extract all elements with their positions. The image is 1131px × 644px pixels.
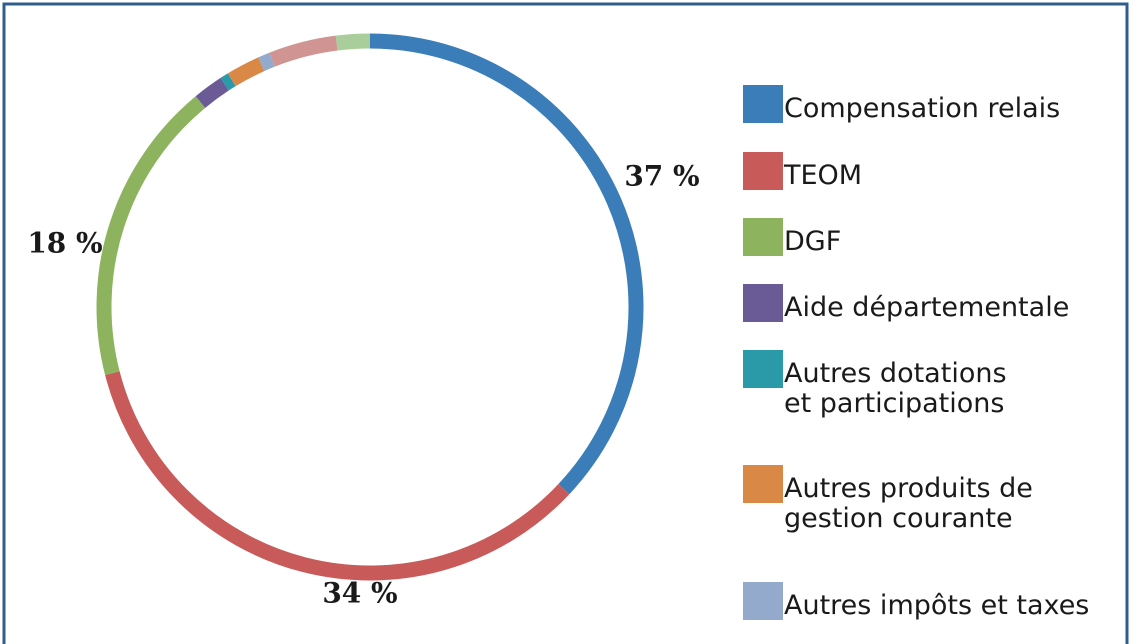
value-label: 34 % [322, 577, 397, 610]
legend-line: DGF [784, 226, 841, 257]
donut-segment [220, 73, 236, 91]
donut-segment [227, 57, 265, 87]
legend-swatch [743, 218, 783, 256]
legend-swatch [743, 582, 783, 620]
legend-line: TEOM [783, 160, 862, 191]
legend-line: Autres dotations [784, 358, 1007, 389]
donut-segment [258, 52, 275, 72]
legend-line: et participations [784, 388, 1004, 419]
legend-swatch [743, 284, 783, 322]
legend-label: Compensation relais [784, 93, 1060, 124]
legend-label: Autres impôts et taxes [784, 590, 1089, 621]
donut-segment [195, 77, 229, 108]
legend-line: Autres impôts et taxes [784, 590, 1089, 621]
legend-swatch [743, 85, 783, 123]
donut-segment [105, 371, 570, 581]
legend-label: TEOM [783, 160, 862, 191]
legend-line: Compensation relais [784, 93, 1060, 124]
legend-line: gestion courante [784, 503, 1013, 534]
donut-segment [96, 96, 206, 376]
donut-segment [369, 33, 644, 495]
legend-swatch [743, 152, 783, 190]
legend-swatch [743, 465, 783, 503]
legend-line: Aide départementale [784, 292, 1069, 323]
legend-label: Aide départementale [784, 292, 1069, 323]
legend-label: Autres dotations et participations [784, 358, 1007, 419]
value-label: 18 % [27, 227, 102, 260]
legend-label: Autres produits de gestion courante [784, 473, 1033, 534]
donut-segment [269, 35, 338, 67]
value-label: 37 % [624, 160, 699, 193]
legend-swatch [743, 350, 783, 388]
legend-label: DGF [784, 226, 841, 257]
donut-segment [335, 33, 371, 51]
legend-line: Autres produits de [784, 473, 1033, 504]
